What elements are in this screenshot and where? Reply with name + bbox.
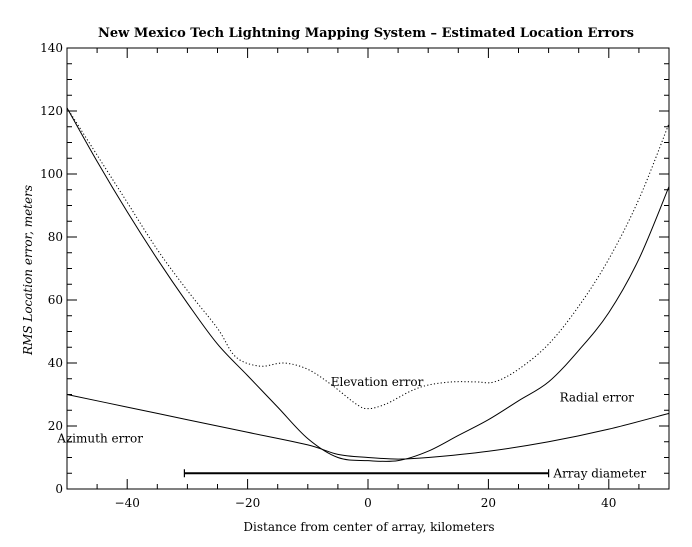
- plot-frame-rect: [66, 47, 670, 490]
- chart-title: New Mexico Tech Lightning Mapping System…: [98, 26, 634, 41]
- x-tick-label: 0: [364, 496, 372, 510]
- annotation-array-diameter: Array diameter: [552, 466, 646, 480]
- x-tick-label: −40: [115, 496, 140, 510]
- y-tick-label: 140: [40, 41, 63, 55]
- annotations: Elevation error Radial error Azimuth error…: [56, 375, 646, 480]
- x-tick-label: 20: [481, 496, 496, 510]
- annotation-azimuth-error: Azimuth error: [56, 432, 143, 446]
- y-tick-label: 40: [48, 356, 63, 370]
- series-line-azimuth-error: [66, 394, 670, 460]
- array-diameter-bar: [183, 469, 550, 478]
- series-lines: [66, 107, 670, 462]
- annotation-elevation-error: Elevation error: [331, 375, 424, 389]
- y-tick-label: 100: [40, 167, 63, 181]
- x-axis: −40 −20 0 20 40: [66, 48, 670, 510]
- plot-frame: [66, 47, 670, 490]
- y-axis: 0 20 40 60 80 100 120 140: [40, 41, 669, 496]
- x-tick-label: −20: [235, 496, 260, 510]
- y-tick-label: 60: [48, 293, 63, 307]
- x-tick-label: 40: [601, 496, 616, 510]
- x-axis-label: Distance from center of array, kilometer…: [243, 520, 494, 534]
- series-line-radial-error: [66, 107, 670, 462]
- y-tick-label: 120: [40, 104, 63, 118]
- y-tick-label: 0: [55, 482, 63, 496]
- y-tick-label: 80: [48, 230, 63, 244]
- annotation-radial-error: Radial error: [560, 391, 635, 405]
- y-tick-label: 20: [48, 419, 63, 433]
- y-axis-label: RMS Location error, meters: [21, 185, 35, 356]
